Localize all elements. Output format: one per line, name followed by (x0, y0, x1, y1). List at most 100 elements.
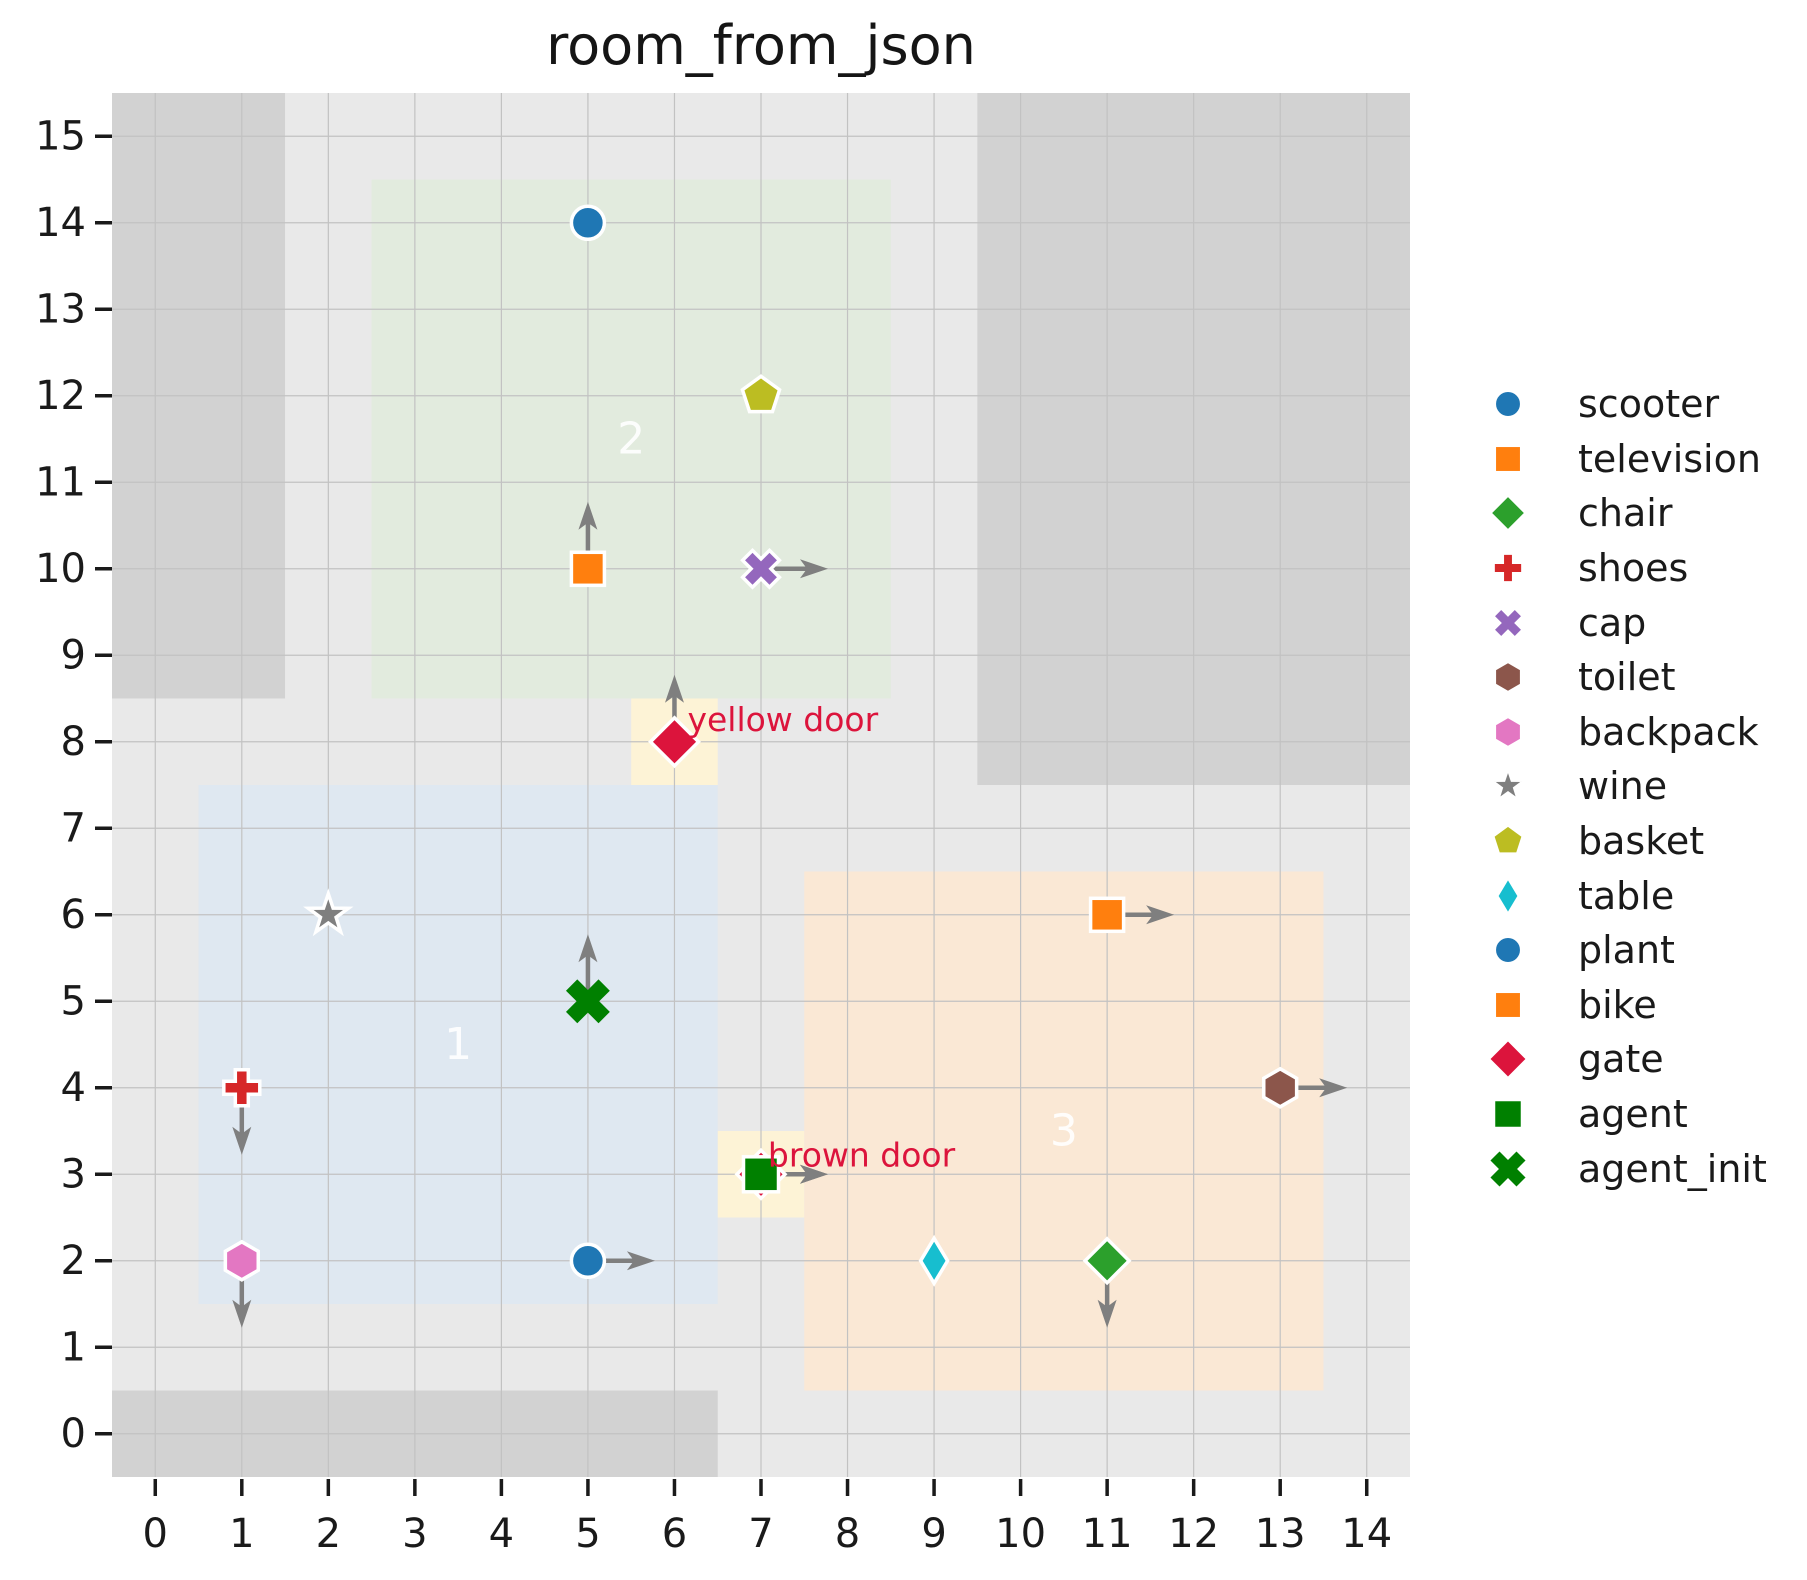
marker-toilet (1261, 1066, 1299, 1109)
legend-marker-table-icon (1495, 875, 1521, 917)
y-tick-label-9: 9 (61, 632, 86, 678)
y-tick-label-3: 3 (61, 1151, 86, 1197)
y-tick-label-7: 7 (61, 805, 86, 851)
x-tick-label-10: 10 (995, 1511, 1046, 1557)
legend-item-plant: plant (1482, 923, 1767, 978)
legend-marker-toilet-icon (1493, 660, 1523, 694)
marker-bike (1088, 896, 1126, 934)
x-tick-label-8: 8 (835, 1511, 860, 1557)
legend-label-scooter: scooter (1578, 382, 1720, 427)
legend-marker-backpack-icon (1493, 715, 1523, 749)
x-tick-label-6: 6 (662, 1511, 687, 1557)
x-tick-label-13: 13 (1255, 1511, 1306, 1557)
door-label-yellow-door: yellow door (687, 700, 878, 739)
legend-glyph-gate (1487, 1038, 1529, 1081)
legend-glyph-table (1495, 875, 1521, 917)
y-tick-label-4: 4 (61, 1065, 86, 1111)
legend-glyph-television (1493, 444, 1523, 474)
legend-marker-cap-icon (1491, 606, 1525, 640)
legend-label-wine: wine (1578, 764, 1668, 809)
marker-shoes (222, 1068, 262, 1108)
marker-table (918, 1234, 950, 1287)
legend-glyph-wine (1488, 765, 1528, 804)
marker-agent_init (565, 979, 610, 1024)
legend-item-table: table (1482, 868, 1767, 923)
marker-wine (303, 888, 354, 937)
legend-label-chair: chair (1578, 491, 1673, 536)
legend-label-gate: gate (1578, 1037, 1664, 1082)
legend-item-scooter: scooter (1482, 377, 1767, 432)
marker-basket (740, 374, 782, 414)
y-tick-label-8: 8 (61, 719, 86, 765)
x-tick-label-9: 9 (921, 1511, 946, 1557)
legend-item-basket: basket (1482, 814, 1767, 869)
legend-label-cap: cap (1578, 600, 1647, 645)
x-tick-label-2: 2 (316, 1511, 341, 1557)
room-label-1: 1 (444, 1019, 472, 1070)
legend-item-wine: wine (1482, 759, 1767, 814)
legend-item-shoes: shoes (1482, 541, 1767, 596)
legend-item-bike: bike (1482, 978, 1767, 1033)
legend-label-plant: plant (1578, 928, 1675, 973)
x-tick-label-4: 4 (489, 1511, 514, 1557)
legend-glyph-basket (1491, 823, 1525, 855)
legend-glyph-agent_init (1490, 1151, 1526, 1187)
marker-gate-yellow-door (648, 715, 701, 769)
legend-item-chair: chair (1482, 486, 1767, 541)
y-tick-label-15: 15 (35, 113, 86, 159)
legend-item-toilet: toilet (1482, 650, 1767, 705)
room-label-2: 2 (617, 414, 645, 465)
legend: scooter television chair shoes cap toilet back… (1482, 377, 1767, 1196)
marker-plant (569, 1242, 607, 1280)
legend-item-agent: agent (1482, 1087, 1767, 1142)
legend-label-agent_init: agent_init (1578, 1146, 1767, 1191)
legend-glyph-scooter (1493, 389, 1523, 419)
marker-television (569, 550, 607, 588)
marker-chair (1082, 1236, 1132, 1286)
chart-title: room_from_json (546, 14, 976, 77)
legend-glyph-plant (1493, 935, 1523, 965)
room-3 (804, 871, 1324, 1391)
room-1 (198, 785, 718, 1304)
x-tick-label-11: 11 (1082, 1511, 1133, 1557)
marker-agent (741, 1155, 781, 1194)
x-tick-label-12: 12 (1168, 1511, 1219, 1557)
legend-marker-basket-icon (1491, 823, 1525, 855)
tick-labels: 0 1 2 3 4 5 6 7 8 9 10 11 12 13 1401234567891011121314… (35, 113, 1392, 1557)
legend-glyph-chair (1488, 494, 1528, 533)
legend-marker-television-icon (1493, 444, 1523, 474)
legend-label-television: television (1578, 436, 1761, 481)
legend-marker-plant-icon (1493, 935, 1523, 965)
legend-item-agent_init: agent_init (1482, 1141, 1767, 1196)
legend-label-shoes: shoes (1578, 546, 1689, 591)
room-2 (371, 179, 891, 699)
legend-label-table: table (1578, 873, 1675, 918)
legend-marker-scooter-icon (1493, 389, 1523, 419)
legend-item-gate: gate (1482, 1032, 1767, 1087)
legend-glyph-agent (1492, 1098, 1524, 1130)
legend-glyph-toilet (1493, 660, 1523, 694)
marker-scooter (569, 204, 607, 242)
legend-glyph-bike (1493, 990, 1523, 1020)
legend-glyph-backpack (1493, 715, 1523, 749)
x-tick-label-7: 7 (748, 1511, 773, 1557)
y-tick-label-11: 11 (35, 459, 86, 505)
x-tick-label-5: 5 (575, 1511, 600, 1557)
x-tick-label-14: 14 (1341, 1511, 1392, 1557)
room-label-3: 3 (1050, 1106, 1078, 1157)
legend-glyph-shoes (1492, 552, 1524, 584)
tick-marks (95, 134, 1369, 1496)
door-label-brown-door: brown door (768, 1136, 956, 1175)
legend-marker-agent_init-icon (1490, 1151, 1526, 1187)
y-tick-label-14: 14 (35, 200, 86, 246)
legend-item-television: television (1482, 432, 1767, 487)
legend-marker-chair-icon (1488, 494, 1528, 533)
x-tick-label-0: 0 (143, 1511, 168, 1557)
legend-marker-bike-icon (1493, 990, 1523, 1020)
y-tick-label-5: 5 (61, 978, 86, 1024)
y-tick-label-0: 0 (61, 1411, 86, 1457)
legend-label-agent: agent (1578, 1092, 1688, 1137)
legend-marker-shoes-icon (1492, 552, 1524, 584)
